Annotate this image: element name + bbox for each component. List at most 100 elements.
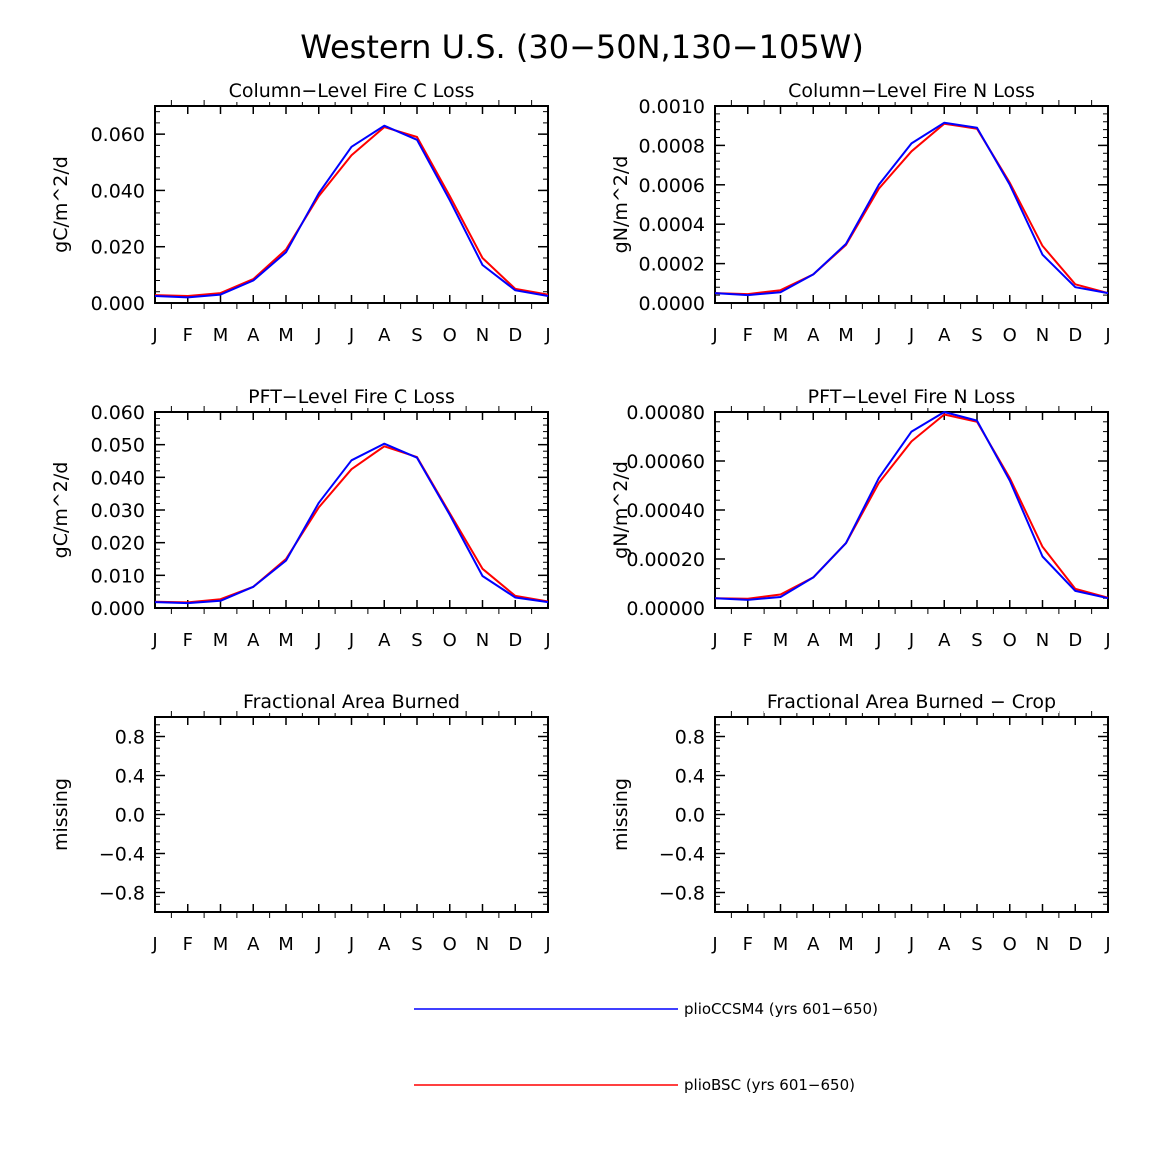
x-tick-label: A [378,630,391,651]
x-tick-label: S [971,325,982,346]
legend-label-2: plioBSC (yrs 601−650) [684,1076,855,1094]
y-tick-label: 0.00020 [626,549,705,571]
x-tick-label: A [938,630,951,651]
x-tick-label: J [875,630,881,651]
x-tick-label: A [378,934,391,955]
y-tick-label: 0.0008 [639,135,705,157]
x-tick-label: J [151,325,157,346]
panel-6: J F M A M J J A S O N D J−0.8−0.40.00.40.8Fractional… [610,691,1111,955]
y-axis-label: missing [50,778,72,851]
x-tick-label: O [443,630,457,651]
y-tick-label: −0.8 [99,883,145,905]
x-tick-label: F [183,934,193,955]
legend-entry-2: plioBSC (yrs 601−650) [414,1076,855,1094]
y-axis-label: missing [610,778,632,851]
y-tick-label: 0.050 [91,435,145,457]
x-tick-label: J [544,630,550,651]
panel-title-background [763,691,1060,713]
panel-2: J F M A M J J A S O N D J0.00000.00020.00040.00060.0… [610,80,1111,346]
x-tick-label: A [247,934,260,955]
x-tick-label: J [544,325,550,346]
x-tick-label: J [348,934,354,955]
x-tick-label: D [508,325,522,346]
x-tick-label: J [711,934,717,955]
x-tick-label: J [151,934,157,955]
legend-entry-1: plioCCSM4 (yrs 601−650) [414,1000,878,1018]
panel-1: J F M A M J J A S O N D J0.0000.0200.0400.060Column−… [50,80,551,346]
series-line-2 [714,122,1109,296]
panel-title-background [804,386,1019,408]
x-tick-label: J [315,325,321,346]
panel-title: Column−Level Fire N Loss [788,80,1035,102]
y-tick-label: 0.040 [91,180,145,202]
x-tick-label: O [1003,934,1017,955]
series-line-1 [714,411,1109,601]
x-tick-label: D [1068,325,1082,346]
x-tick-label: M [213,934,229,955]
x-tick-label: M [838,630,854,651]
panel-title: Column−Level Fire C Loss [229,80,475,102]
series-line-1 [154,442,549,605]
y-tick-label: 0.000 [91,598,145,620]
x-tick-label: N [1036,934,1049,955]
x-tick-label: N [1036,630,1049,651]
x-tick-label: J [315,630,321,651]
y-tick-label: 0.00000 [626,598,705,620]
x-tick-label: A [378,325,391,346]
x-tick-label: N [476,934,489,955]
x-tick-label: A [938,325,951,346]
y-tick-label: 0.0006 [639,175,705,197]
x-tick-label: J [711,630,717,651]
panel-title-background [785,80,1038,102]
x-tick-label: N [1036,325,1049,346]
panel-title-background [245,386,458,408]
x-tick-label: M [773,630,789,651]
x-tick-label: S [411,325,422,346]
series-line-1 [154,124,549,299]
x-tick-label: D [508,630,522,651]
panel-title-background [240,691,463,713]
y-axis-label: gC/m^2/d [50,462,72,559]
x-tick-label: F [743,325,753,346]
x-tick-label: O [443,934,457,955]
x-tick-label: A [247,630,260,651]
y-axis-label: gC/m^2/d [50,156,72,253]
series-line-1 [714,121,1109,297]
panel-3: J F M A M J J A S O N D J0.0000.0100.0200.0300.0400.… [50,386,551,651]
x-tick-label: O [1003,630,1017,651]
y-tick-label: 0.040 [91,467,145,489]
x-tick-label: O [443,325,457,346]
y-tick-label: 0.020 [91,533,145,555]
y-tick-label: 0.020 [91,237,145,259]
y-tick-label: 0.8 [115,727,145,749]
y-tick-label: 0.030 [91,500,145,522]
series-line-2 [714,413,1109,600]
y-tick-label: 0.4 [115,766,145,788]
y-tick-label: 0.000 [91,293,145,315]
x-tick-label: J [908,934,914,955]
x-tick-label: M [213,325,229,346]
panel-5: J F M A M J J A S O N D J−0.8−0.40.00.40.8Fractional… [50,691,551,955]
x-tick-label: J [1104,630,1110,651]
x-tick-label: M [278,325,294,346]
y-tick-label: 0.0010 [639,96,705,118]
series-line-2 [154,445,549,604]
x-tick-label: S [411,934,422,955]
x-tick-label: J [908,630,914,651]
x-tick-label: A [247,325,260,346]
y-tick-label: 0.00080 [626,402,705,424]
x-tick-label: N [476,630,489,651]
y-tick-label: 0.0 [675,805,705,827]
y-tick-label: −0.4 [659,844,705,866]
x-tick-label: N [476,325,489,346]
x-tick-label: S [971,630,982,651]
figure-title: Western U.S. (30−50N,130−105W) [300,28,864,66]
x-tick-label: A [807,630,820,651]
y-tick-label: 0.8 [675,727,705,749]
y-axis-label: gN/m^2/d [610,461,632,559]
x-tick-label: S [971,934,982,955]
legend: plioCCSM4 (yrs 601−650) plioBSC (yrs 601… [414,1000,878,1094]
x-tick-label: M [838,934,854,955]
x-tick-label: J [151,630,157,651]
